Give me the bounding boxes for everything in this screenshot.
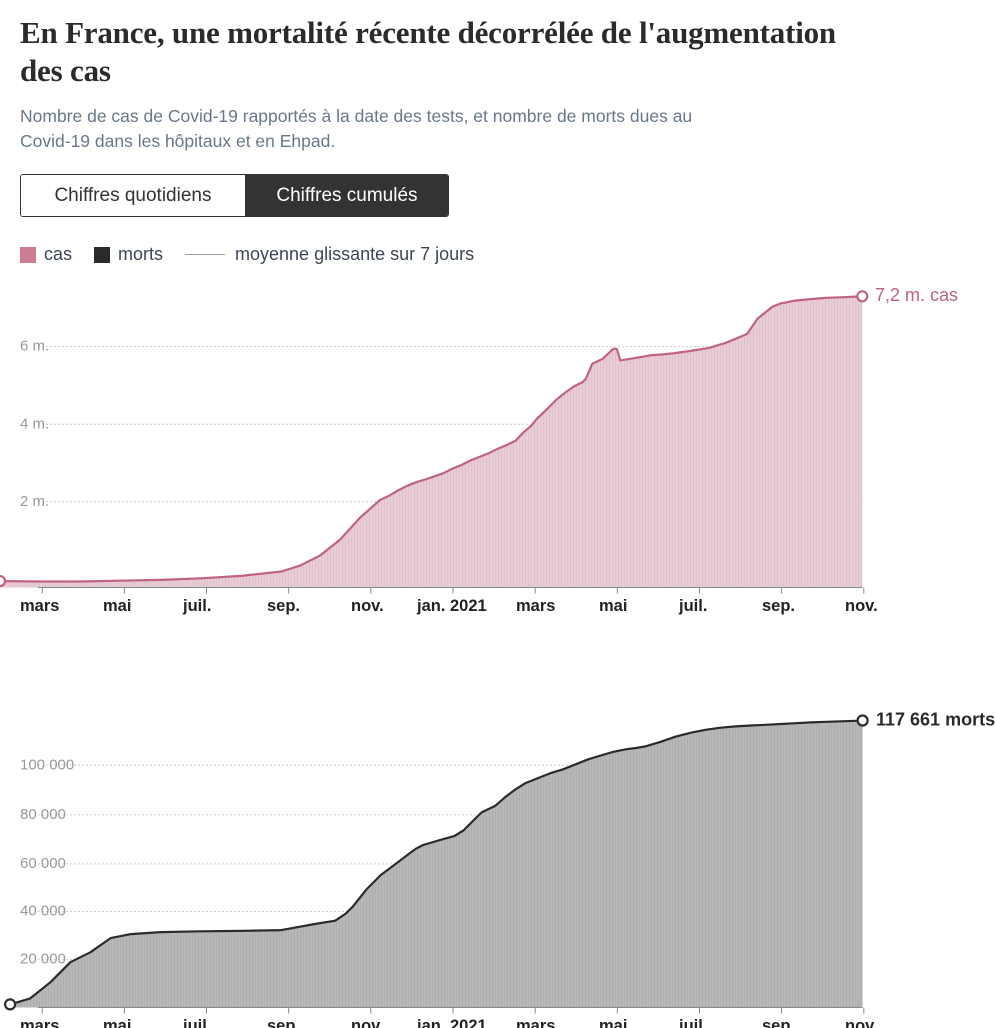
- svg-text:mai: mai: [599, 597, 627, 615]
- svg-text:20 000: 20 000: [20, 951, 66, 968]
- svg-text:juil.: juil.: [678, 597, 707, 615]
- svg-text:2 m.: 2 m.: [20, 493, 49, 510]
- svg-text:117 661 morts: 117 661 morts: [876, 710, 995, 730]
- svg-text:nov.: nov.: [351, 597, 384, 615]
- svg-text:40 000: 40 000: [20, 903, 66, 920]
- svg-text:mai: mai: [103, 597, 131, 615]
- svg-text:80 000: 80 000: [20, 806, 66, 823]
- svg-text:100 000: 100 000: [20, 757, 74, 774]
- svg-text:jan. 2021: jan. 2021: [416, 597, 487, 615]
- svg-text:60 000: 60 000: [20, 855, 66, 872]
- svg-text:4 m.: 4 m.: [20, 416, 49, 433]
- svg-text:nov.: nov.: [845, 597, 878, 615]
- svg-text:sep.: sep.: [762, 597, 795, 615]
- svg-text:7,2 m. cas: 7,2 m. cas: [875, 285, 958, 305]
- svg-text:mars: mars: [20, 597, 59, 615]
- svg-text:mars: mars: [516, 597, 555, 615]
- svg-text:sep.: sep.: [267, 597, 300, 615]
- svg-text:6 m.: 6 m.: [20, 338, 49, 355]
- svg-text:juil.: juil.: [182, 597, 211, 615]
